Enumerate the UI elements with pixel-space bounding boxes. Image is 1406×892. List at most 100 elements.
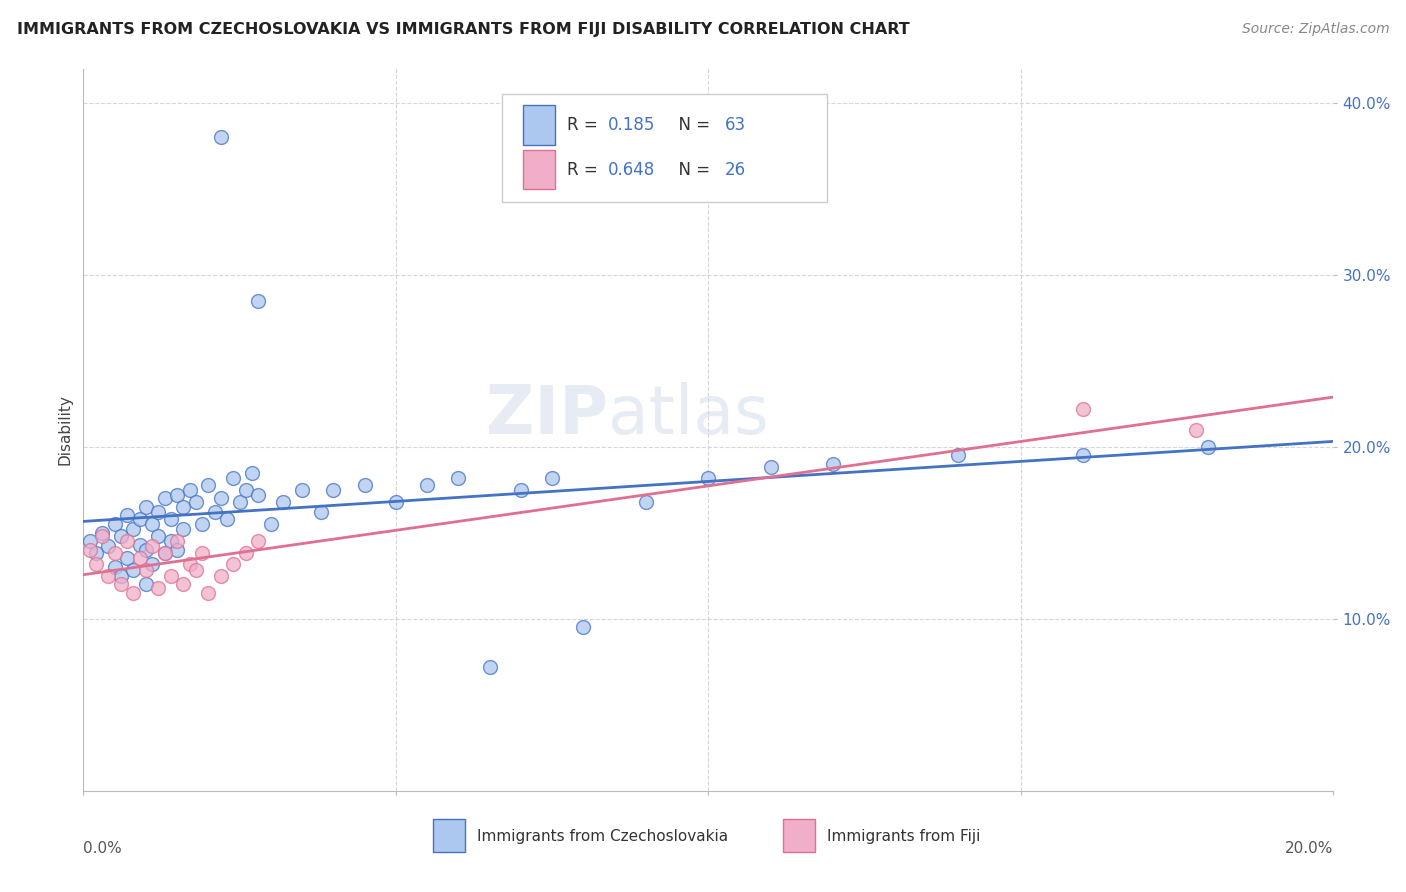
Point	[166, 488, 188, 502]
Text: 20.0%: 20.0%	[1285, 841, 1333, 856]
Point	[141, 540, 163, 554]
Text: atlas: atlas	[609, 382, 769, 448]
Point	[172, 500, 194, 514]
Point	[128, 538, 150, 552]
Point	[148, 581, 170, 595]
Point	[478, 659, 501, 673]
Point	[541, 470, 564, 484]
Point	[91, 525, 114, 540]
Point	[247, 534, 270, 549]
Point	[1185, 423, 1208, 437]
Point	[247, 293, 270, 308]
Point	[128, 551, 150, 566]
Point	[153, 546, 176, 560]
Point	[385, 494, 408, 508]
Point	[159, 512, 181, 526]
Text: 0.648: 0.648	[609, 161, 655, 178]
Point	[135, 500, 157, 514]
Text: N =: N =	[668, 116, 716, 134]
Point	[247, 488, 270, 502]
Point	[115, 551, 138, 566]
Point	[172, 522, 194, 536]
Point	[447, 470, 470, 484]
Point	[179, 483, 201, 497]
Point	[634, 494, 657, 508]
Text: Immigrants from Czechoslovakia: Immigrants from Czechoslovakia	[477, 829, 728, 844]
Text: N =: N =	[668, 161, 716, 178]
Text: Immigrants from Fiji: Immigrants from Fiji	[827, 829, 980, 844]
Point	[697, 470, 720, 484]
Point	[135, 542, 157, 557]
Point	[122, 522, 145, 536]
Point	[103, 517, 125, 532]
Point	[235, 546, 257, 560]
Point	[91, 529, 114, 543]
Point	[97, 540, 120, 554]
Text: IMMIGRANTS FROM CZECHOSLOVAKIA VS IMMIGRANTS FROM FIJI DISABILITY CORRELATION CH: IMMIGRANTS FROM CZECHOSLOVAKIA VS IMMIGR…	[17, 22, 910, 37]
Text: 63: 63	[724, 116, 745, 134]
Point	[215, 512, 238, 526]
Point	[79, 534, 101, 549]
Point	[159, 568, 181, 582]
Point	[84, 546, 107, 560]
Text: R =: R =	[567, 161, 603, 178]
Point	[353, 477, 375, 491]
Point	[416, 477, 439, 491]
Point	[135, 577, 157, 591]
Point	[166, 534, 188, 549]
Point	[110, 577, 132, 591]
Point	[191, 546, 214, 560]
Point	[148, 529, 170, 543]
Point	[322, 483, 344, 497]
Text: 26: 26	[724, 161, 745, 178]
Point	[166, 542, 188, 557]
Point	[148, 505, 170, 519]
Point	[197, 477, 219, 491]
Point	[509, 483, 531, 497]
Point	[153, 546, 176, 560]
Point	[1073, 448, 1095, 462]
Point	[115, 534, 138, 549]
Point	[115, 508, 138, 523]
Point	[153, 491, 176, 506]
Point	[948, 448, 970, 462]
Point	[172, 577, 194, 591]
Point	[228, 494, 250, 508]
Text: 0.185: 0.185	[609, 116, 655, 134]
Point	[240, 466, 263, 480]
Point	[97, 568, 120, 582]
Point	[191, 517, 214, 532]
Point	[184, 494, 207, 508]
FancyBboxPatch shape	[502, 94, 827, 202]
Point	[122, 564, 145, 578]
Text: 0.0%: 0.0%	[83, 841, 122, 856]
Point	[273, 494, 295, 508]
Point	[204, 505, 226, 519]
FancyBboxPatch shape	[523, 105, 554, 145]
Point	[759, 460, 782, 475]
Text: R =: R =	[567, 116, 603, 134]
Point	[79, 542, 101, 557]
Point	[209, 491, 232, 506]
Point	[209, 568, 232, 582]
Point	[823, 457, 845, 471]
Point	[179, 557, 201, 571]
Text: Source: ZipAtlas.com: Source: ZipAtlas.com	[1241, 22, 1389, 37]
Point	[222, 470, 245, 484]
Point	[1073, 401, 1095, 416]
Point	[209, 130, 232, 145]
Point	[141, 557, 163, 571]
Point	[122, 586, 145, 600]
Point	[309, 505, 332, 519]
Point	[260, 517, 283, 532]
FancyBboxPatch shape	[523, 150, 554, 189]
FancyBboxPatch shape	[433, 820, 464, 852]
Point	[84, 557, 107, 571]
Point	[572, 620, 595, 634]
Y-axis label: Disability: Disability	[58, 394, 72, 465]
Point	[1197, 440, 1219, 454]
Point	[103, 546, 125, 560]
Point	[291, 483, 314, 497]
Point	[110, 529, 132, 543]
Point	[110, 568, 132, 582]
